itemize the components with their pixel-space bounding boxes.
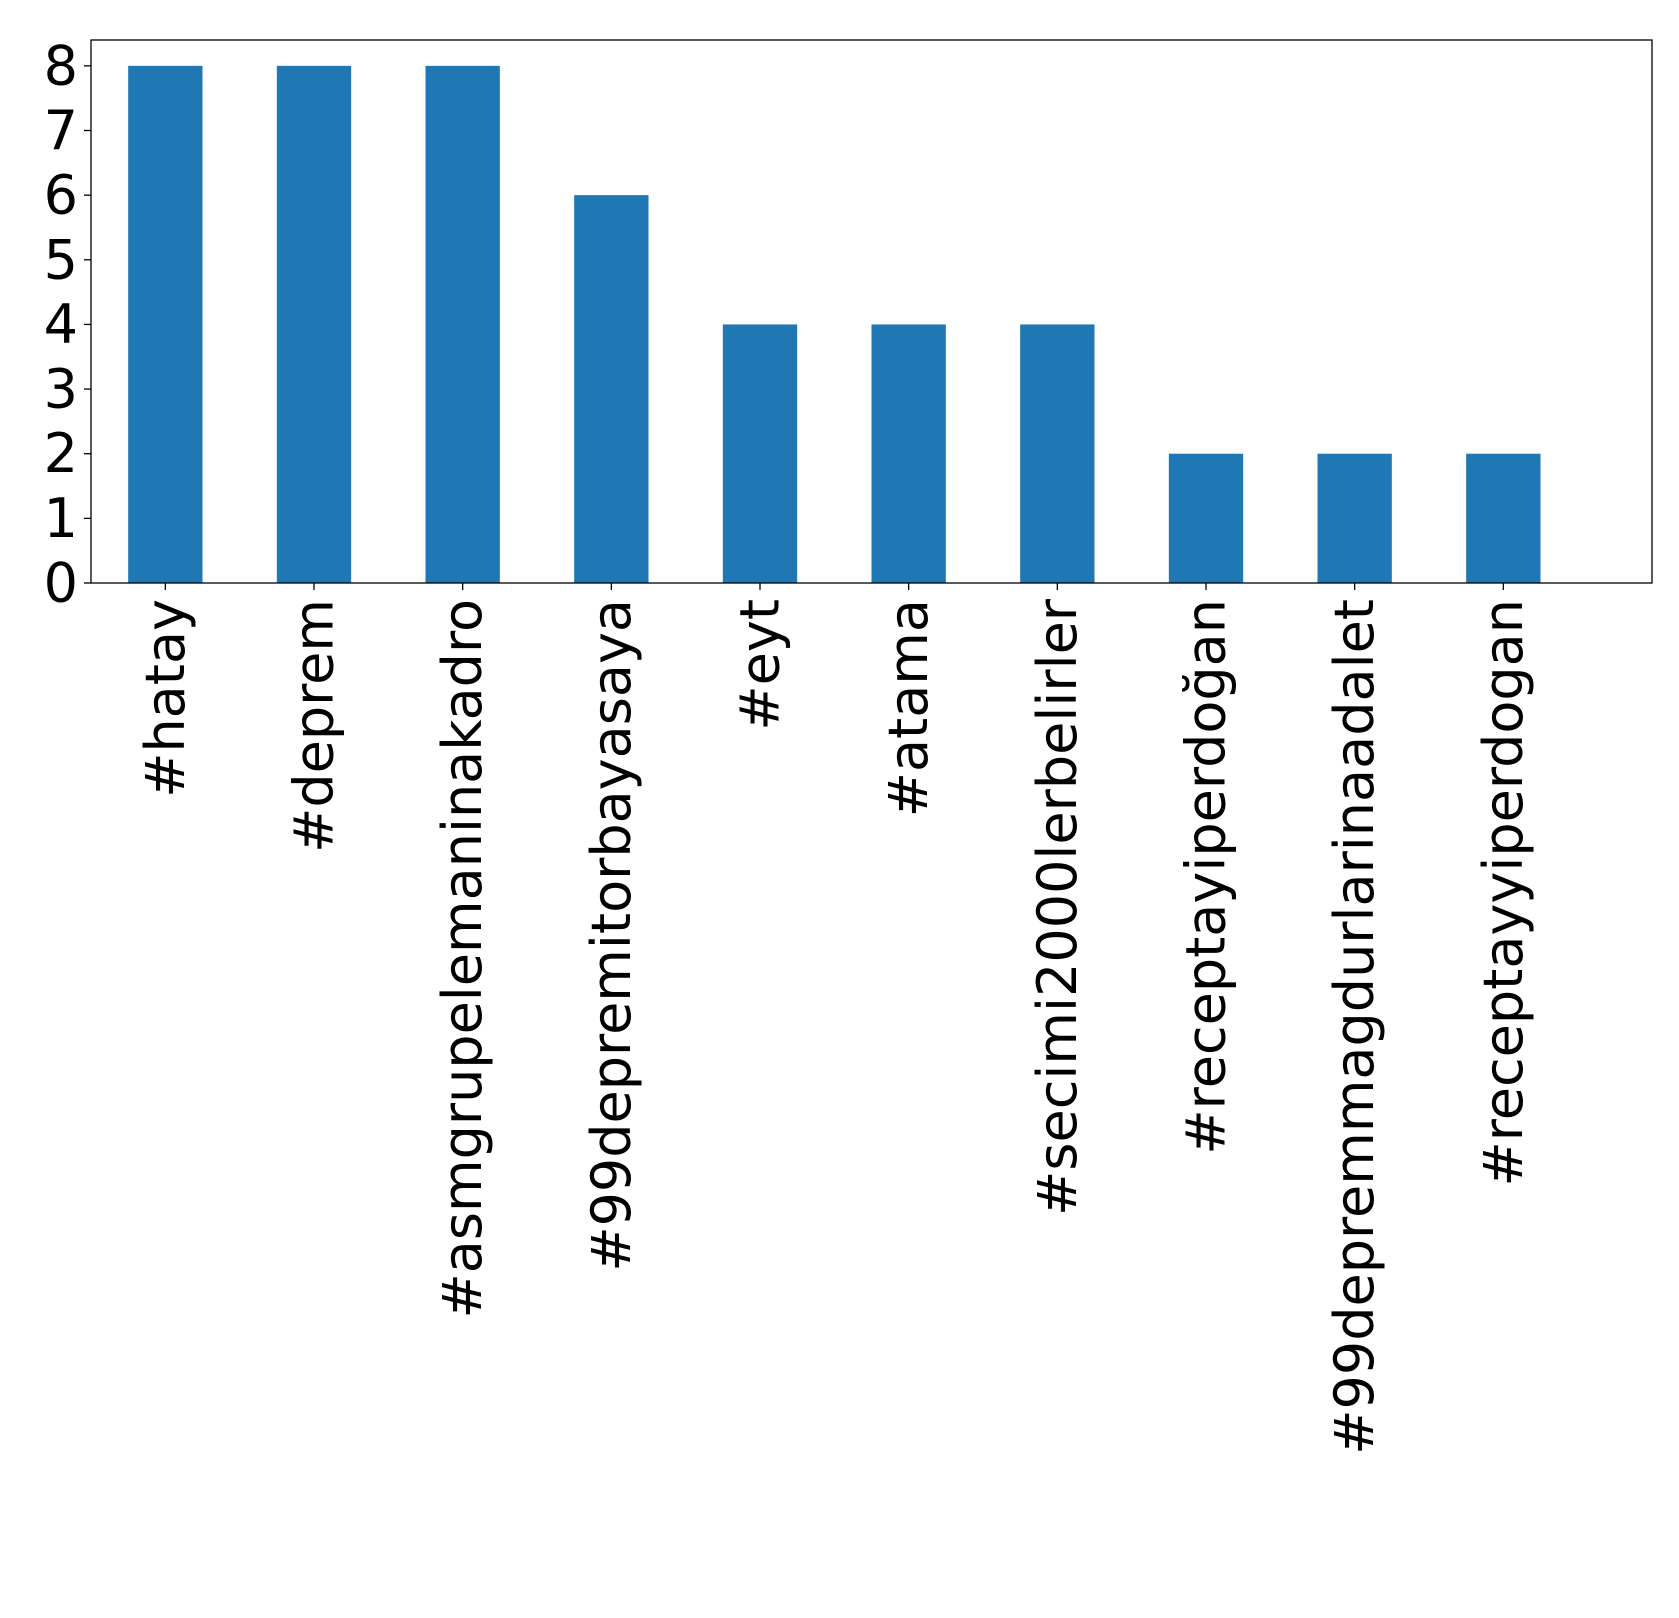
- x-tick-label: #eyt: [729, 599, 792, 731]
- bar-10: [1466, 453, 1541, 583]
- bar-3: [425, 65, 500, 584]
- y-tick-label: 3: [44, 358, 78, 421]
- x-tick-label: #99depremmagdurlarinaadalet: [1323, 599, 1386, 1455]
- x-tick-label: #atama: [877, 599, 940, 817]
- plot-frame: [90, 39, 1653, 584]
- x-tick-label: #secimi2000lerbelirler: [1026, 598, 1089, 1216]
- bar-7: [1020, 324, 1095, 583]
- y-tick-label: 6: [44, 164, 78, 227]
- x-tick-label: #99depremitorbayasaya: [580, 599, 643, 1272]
- x-tick-label: #asmgrupelemaninakadro: [431, 599, 494, 1318]
- bar-5: [722, 324, 798, 583]
- x-tick-label: #receptayiperdoğan: [1175, 599, 1238, 1155]
- y-tick-label: 7: [44, 99, 78, 162]
- x-tick-label: #deprem: [283, 599, 346, 853]
- x-tick-label: #receptayyiperdogan: [1472, 599, 1535, 1187]
- y-tick-label: 4: [44, 293, 78, 356]
- y-tick-label: 0: [44, 552, 78, 615]
- y-tick-label: 2: [44, 422, 78, 485]
- bar-6: [871, 324, 946, 583]
- x-tick-label: #hatay: [134, 599, 197, 798]
- x-axis: #hatay #deprem #asmgrupelemaninakadro #99de…: [134, 583, 1535, 1455]
- y-tick-label: 8: [44, 34, 78, 97]
- bars-group: [128, 65, 1541, 584]
- bar-9: [1317, 453, 1392, 583]
- y-tick-label: 1: [44, 487, 78, 550]
- bar-8: [1168, 453, 1244, 583]
- y-tick-label: 5: [44, 228, 78, 291]
- bar-2: [276, 65, 352, 584]
- bar-4: [574, 195, 649, 583]
- bar-1: [128, 65, 203, 584]
